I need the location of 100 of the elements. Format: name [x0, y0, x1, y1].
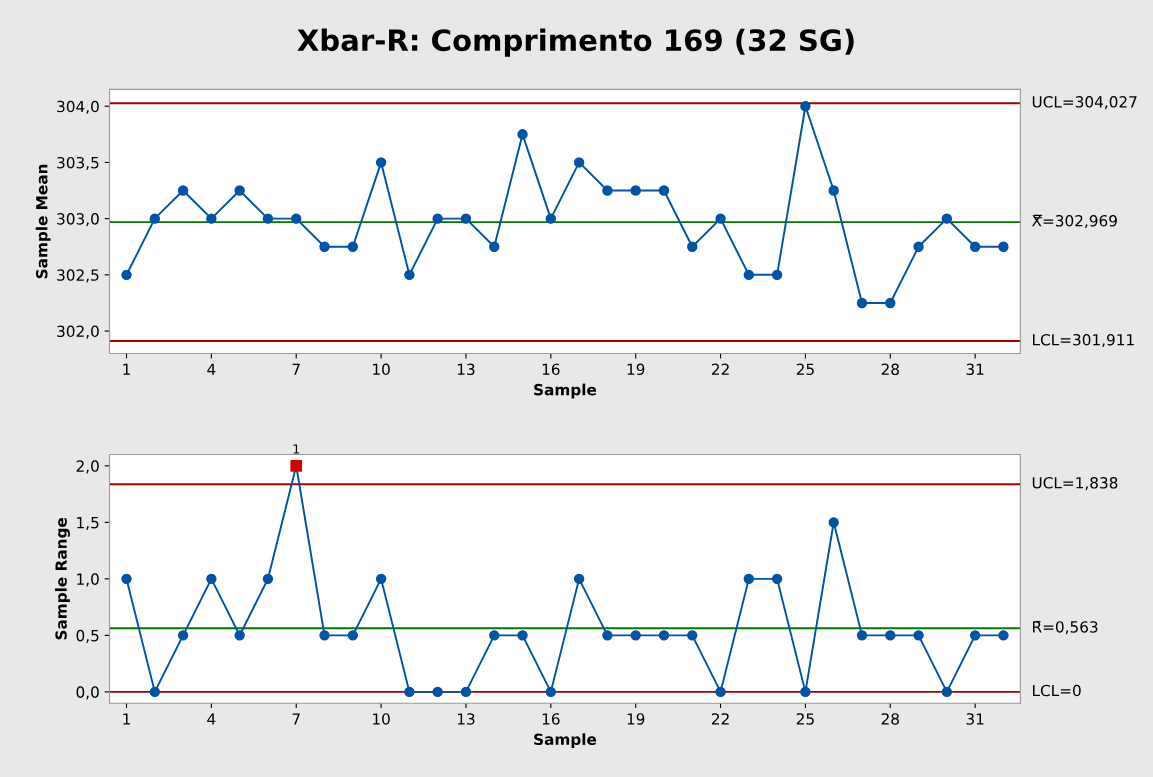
point — [658, 185, 670, 196]
point — [856, 630, 868, 641]
point — [545, 686, 557, 698]
point — [630, 630, 641, 641]
point — [121, 269, 132, 281]
point — [347, 630, 359, 641]
point — [177, 185, 189, 196]
x-tick-label: 16 — [542, 363, 560, 376]
point — [969, 241, 981, 252]
x-tick-label: 7 — [292, 713, 300, 725]
y-tick-label: 303,5 — [57, 156, 99, 171]
x-tick-label: 1 — [123, 363, 130, 375]
annotation: 1 — [293, 444, 300, 454]
point — [687, 630, 698, 641]
point — [913, 630, 924, 641]
x-tick-label: 10 — [373, 713, 390, 725]
point — [658, 630, 670, 641]
y-tick-label: 302,0 — [57, 325, 99, 339]
point — [800, 686, 811, 698]
point — [602, 630, 613, 641]
point — [177, 630, 189, 641]
y-tick-label: 302,5 — [57, 269, 99, 283]
x-tick-label: 13 — [457, 713, 475, 725]
point — [489, 630, 500, 641]
point — [432, 686, 443, 698]
point — [489, 241, 500, 252]
x-tick-label: 4 — [207, 363, 216, 375]
x-tick-label: 28 — [881, 713, 899, 725]
point — [262, 573, 274, 585]
x-tick-label: 4 — [207, 713, 216, 725]
x-tick-label: 19 — [627, 363, 645, 376]
point — [998, 630, 1009, 641]
point — [602, 185, 613, 196]
ref-line-label: X̿=302,969 — [1031, 214, 1117, 229]
x-tick-label: 31 — [966, 713, 984, 725]
x-tick-label: 13 — [457, 363, 475, 376]
x-tick-label: 28 — [881, 363, 899, 376]
point — [687, 241, 698, 252]
x-tick-label: 22 — [711, 363, 729, 375]
x-tick-label: 7 — [292, 363, 300, 375]
point — [771, 269, 783, 281]
x-tick-label: 1 — [123, 713, 130, 725]
point — [800, 101, 811, 112]
point — [771, 573, 783, 585]
y-tick-label: 2,0 — [76, 460, 99, 474]
point — [291, 213, 302, 224]
x-tick-label: 25 — [796, 713, 814, 725]
point — [404, 686, 415, 698]
point — [941, 686, 953, 698]
point — [715, 686, 726, 698]
point — [885, 630, 896, 641]
point — [319, 630, 330, 641]
ref-line-label: UCL=304,027 — [1032, 96, 1137, 110]
y-axis-title: Sample Mean — [35, 164, 51, 279]
point — [828, 517, 839, 528]
point — [969, 630, 981, 641]
y-tick-label: 0,0 — [76, 686, 99, 700]
y-tick-label: 0,5 — [76, 629, 99, 643]
y-tick-label: 304,0 — [57, 100, 99, 114]
ref-line-label: R̄=0,563 — [1033, 621, 1098, 635]
point — [234, 630, 245, 641]
point — [517, 630, 528, 641]
ref-line-label: LCL=301,911 — [1033, 333, 1134, 348]
point — [319, 241, 330, 252]
point — [828, 185, 839, 196]
point — [715, 213, 726, 224]
point — [262, 213, 274, 224]
x-tick-label: 10 — [373, 363, 390, 376]
point — [913, 241, 924, 252]
ref-line-label: LCL=0 — [1033, 684, 1081, 697]
point — [545, 213, 557, 224]
y-tick-label: 303,0 — [57, 213, 99, 227]
y-tick-label: 1,5 — [77, 517, 99, 530]
point — [206, 213, 217, 224]
point — [941, 213, 953, 224]
point — [234, 185, 245, 196]
point — [517, 129, 528, 140]
point — [573, 157, 585, 168]
x-tick-label: 22 — [711, 713, 729, 725]
x-tick-label: 16 — [542, 713, 560, 725]
x-tick-label: 25 — [796, 363, 814, 376]
point — [432, 213, 443, 224]
point — [856, 297, 868, 309]
ref-line-label: UCL=1,838 — [1032, 477, 1118, 491]
point — [630, 185, 641, 196]
point — [885, 297, 896, 309]
point — [998, 241, 1009, 252]
point — [149, 686, 161, 698]
point — [375, 157, 387, 168]
x-tick-label: 31 — [966, 363, 984, 376]
point — [375, 573, 387, 585]
point — [743, 269, 755, 281]
chart-title: Xbar-R: Comprimento 169 (32 SG) — [297, 28, 854, 57]
point — [404, 269, 415, 281]
point — [206, 573, 217, 585]
y-axis-title: Sample Range — [55, 517, 70, 640]
x-axis-title: Sample — [534, 733, 597, 749]
point — [460, 686, 472, 698]
point — [347, 241, 359, 252]
point — [743, 573, 755, 585]
